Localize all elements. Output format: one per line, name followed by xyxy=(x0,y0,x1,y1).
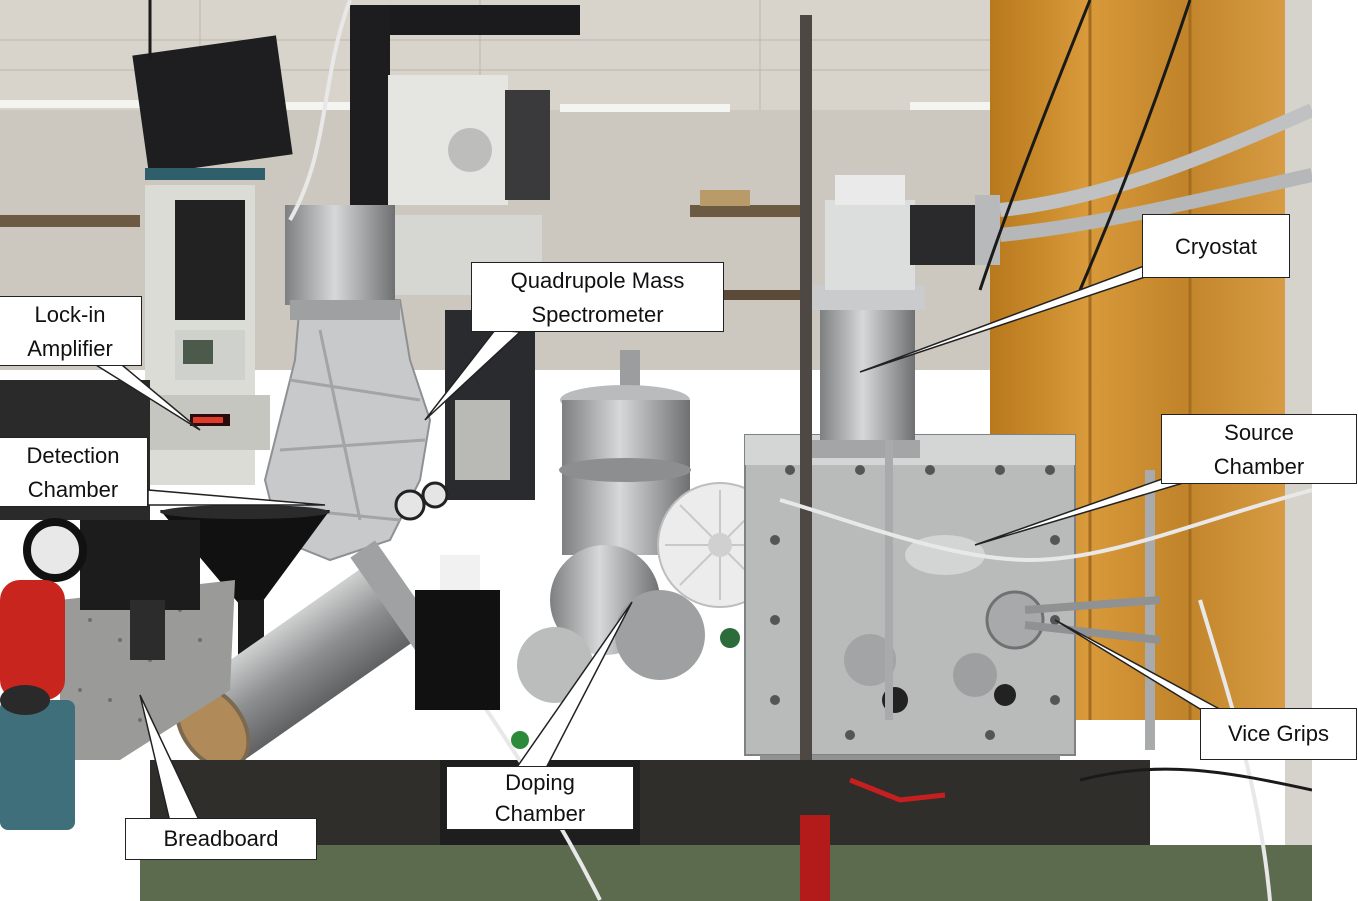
fire-extinguisher xyxy=(0,580,65,700)
funnel xyxy=(160,510,330,605)
support-rod xyxy=(800,15,812,815)
pressure-gauge xyxy=(23,518,87,582)
breadboard xyxy=(60,580,235,760)
monitor xyxy=(132,35,293,175)
lab-photo xyxy=(0,0,1312,901)
electronics-rack xyxy=(388,75,508,205)
lab-bench xyxy=(150,760,1150,850)
cryostat xyxy=(820,305,915,450)
variac xyxy=(0,700,75,830)
